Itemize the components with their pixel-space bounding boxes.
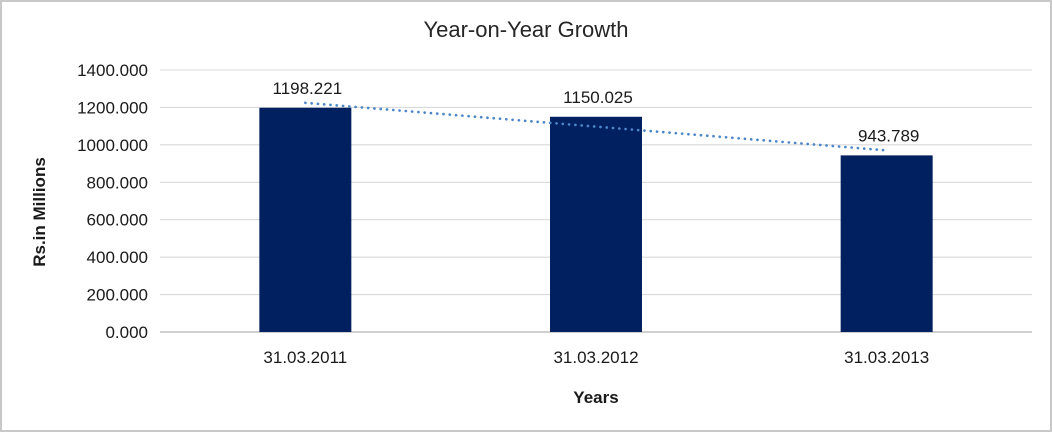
y-tick-label: 1400.000 — [77, 61, 148, 80]
bar[interactable] — [840, 155, 933, 332]
bar[interactable] — [550, 116, 642, 332]
bar-value-label: 1150.025 — [563, 88, 633, 107]
y-tick-label: 0.000 — [105, 323, 148, 342]
y-tick-label: 1000.000 — [77, 136, 148, 155]
y-tick-label: 400.000 — [87, 248, 148, 267]
y-tick-label: 800.000 — [87, 173, 148, 192]
bar-value-label: 1198.221 — [273, 79, 343, 98]
y-tick-label: 1200.000 — [77, 98, 148, 117]
bar[interactable] — [259, 107, 352, 332]
chart-title: Year-on-Year Growth — [423, 17, 629, 42]
x-axis-title: Years — [573, 388, 619, 407]
category-label: 31.03.2011 — [263, 348, 347, 367]
category-label: 31.03.2013 — [844, 348, 929, 367]
category-label: 31.03.2012 — [553, 348, 638, 367]
y-tick-label: 200.000 — [87, 286, 148, 305]
trendline — [303, 101, 889, 152]
y-tick-label: 600.000 — [87, 211, 148, 230]
bar-value-label: 943.789 — [858, 126, 919, 145]
